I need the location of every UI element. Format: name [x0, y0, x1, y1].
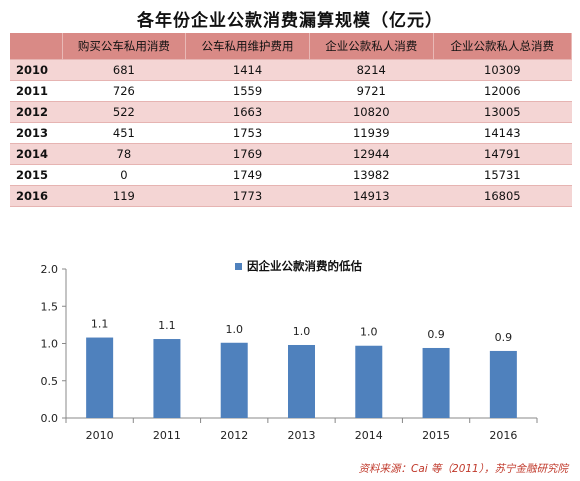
- table-row: 2012 522 1663 10820 13005: [10, 101, 572, 123]
- bar: [422, 347, 450, 418]
- table-row: 2015 0 1749 13982 15731: [10, 164, 572, 186]
- legend-label: 因企业公款消费的低估: [247, 259, 362, 273]
- table-header-cell: 企业公款私人消费: [309, 33, 434, 60]
- bar-chart: 0.0 0.5 1.0 1.5 2.0 1.1 2010 1.1 2011 1.0 2012 1.0 2…: [41, 259, 538, 442]
- page-title: 各年份企业公款消费漏算规模（亿元）: [137, 11, 443, 31]
- bar: [288, 344, 315, 418]
- table-row: 2013 451 1753 11939 14143: [10, 122, 572, 144]
- data-label: 1.1: [158, 319, 176, 332]
- table-cell-year: 2014: [10, 143, 62, 165]
- table-cell: 16805: [433, 185, 572, 207]
- data-label: 1.0: [293, 325, 311, 338]
- bar: [355, 345, 383, 418]
- bar: [220, 342, 248, 418]
- table-cell: 9721: [309, 80, 434, 102]
- table-cell: 14791: [433, 143, 572, 165]
- y-tick-label: 0.0: [41, 412, 59, 425]
- bar: [86, 337, 114, 418]
- data-label: 1.0: [360, 326, 378, 339]
- table-cell-year: 2011: [10, 80, 62, 102]
- table-cell: 1753: [185, 122, 310, 144]
- table-cell: 1749: [185, 164, 310, 186]
- bar: [489, 350, 517, 418]
- data-label: 1.0: [225, 323, 243, 336]
- data-label: 0.9: [495, 331, 513, 344]
- y-tick-label: 0.5: [41, 375, 59, 388]
- legend-swatch: [235, 263, 242, 270]
- x-tick-label: 2016: [489, 429, 517, 442]
- table-cell: 0: [62, 164, 186, 186]
- x-tick-label: 2011: [153, 429, 181, 442]
- y-tick-label: 1.5: [41, 300, 59, 313]
- table-cell: 15731: [433, 164, 572, 186]
- table-cell: 726: [62, 80, 186, 102]
- table-cell: 119: [62, 185, 186, 207]
- table-cell-year: 2016: [10, 185, 62, 207]
- table-cell-year: 2010: [10, 59, 62, 81]
- x-tick-label: 2015: [422, 429, 450, 442]
- table-cell: 1559: [185, 80, 310, 102]
- table-header-cell: 购买公车私用消费: [62, 33, 187, 60]
- table-cell: 1663: [185, 101, 310, 123]
- y-tick-label: 2.0: [41, 263, 59, 276]
- x-tick-label: 2013: [288, 429, 316, 442]
- table-cell: 10309: [433, 59, 572, 81]
- table-cell: 14913: [309, 185, 434, 207]
- x-tick-label: 2014: [355, 429, 383, 442]
- table-cell: 78: [62, 143, 186, 165]
- table-row: 2010 681 1414 8214 10309: [10, 59, 572, 81]
- data-label: 0.9: [427, 328, 445, 341]
- data-label: 1.1: [91, 318, 109, 331]
- x-tick-label: 2012: [220, 429, 248, 442]
- table-cell: 1773: [185, 185, 310, 207]
- bar: [153, 339, 181, 418]
- table-header-cell: 公车私用维护费用: [185, 33, 310, 60]
- table-row: 2011 726 1559 9721 12006: [10, 80, 572, 102]
- table-cell: 12006: [433, 80, 572, 102]
- table-cell: 681: [62, 59, 186, 81]
- table-cell: 14143: [433, 122, 572, 144]
- x-tick-label: 2010: [86, 429, 114, 442]
- y-tick-label: 1.0: [41, 338, 59, 351]
- table-header-cell: [10, 33, 63, 60]
- table-cell: 8214: [309, 59, 434, 81]
- table-cell-year: 2015: [10, 164, 62, 186]
- table-cell: 10820: [309, 101, 434, 123]
- source-note: 资料来源：Cai 等（2011），苏宁金融研究院: [358, 463, 569, 475]
- table-cell: 11939: [309, 122, 434, 144]
- table-row: 2014 78 1769 12944 14791: [10, 143, 572, 165]
- table-cell: 1769: [185, 143, 310, 165]
- table-header-cell: 企业公款私人总消费: [433, 33, 573, 60]
- table-cell-year: 2012: [10, 101, 62, 123]
- table-cell: 451: [62, 122, 186, 144]
- table-cell: 522: [62, 101, 186, 123]
- table-cell: 12944: [309, 143, 434, 165]
- table-cell-year: 2013: [10, 122, 62, 144]
- table-header-row: 购买公车私用消费 公车私用维护费用 企业公款私人消费 企业公款私人总消费: [10, 33, 573, 60]
- data-table: 购买公车私用消费 公车私用维护费用 企业公款私人消费 企业公款私人总消费 201…: [10, 33, 573, 207]
- table-row: 2016 119 1773 14913 16805: [10, 185, 572, 207]
- table-cell: 13005: [433, 101, 572, 123]
- table-cell: 13982: [309, 164, 434, 186]
- table-cell: 1414: [185, 59, 310, 81]
